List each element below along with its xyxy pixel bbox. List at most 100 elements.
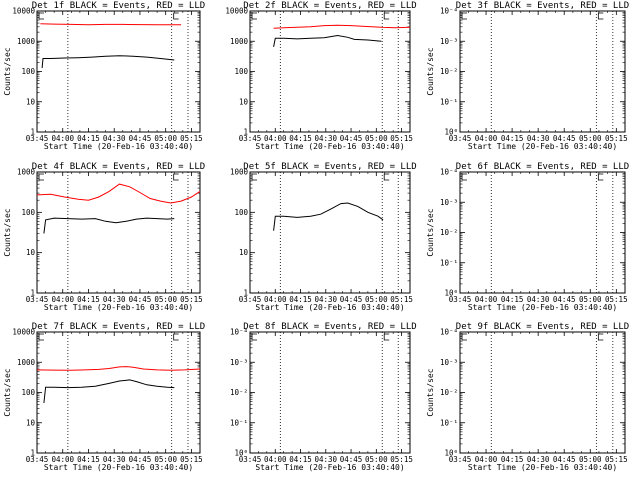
y-axis-label: Counts/sec	[426, 368, 435, 416]
x-tick-label: 04:00	[264, 134, 287, 143]
panel-3: Det 3f BLACK = Events, RED = LLD 10⁰ 10⁻¹ 1…	[426, 1, 629, 151]
x-tick-label: 05:15	[605, 295, 628, 304]
x-tick-label: 04:30	[315, 134, 338, 143]
x-tick-label: 05:15	[390, 134, 413, 143]
x-tick-label: 05:00	[154, 134, 177, 143]
y-tick-label: 10⁻²	[440, 228, 458, 237]
y-tick-label: 10000	[225, 7, 248, 16]
y-axis-label: Counts/sec	[426, 47, 435, 95]
interval-bracket	[173, 333, 179, 341]
y-tick-label: 10	[26, 418, 36, 427]
series-events-black	[41, 55, 175, 69]
x-tick-label: 03:45	[449, 295, 472, 304]
panel-6: Det 6f BLACK = Events, RED = LLD 10⁰ 10⁻¹ 1…	[426, 162, 629, 312]
panel-title: Det 7f BLACK = Events, RED = LLD	[32, 322, 205, 332]
y-tick-label: 10⁰	[444, 128, 458, 137]
x-tick-label: 05:15	[605, 134, 628, 143]
interval-bracket	[461, 12, 467, 20]
y-tick-label: 10	[26, 248, 36, 257]
plot-frame	[459, 171, 626, 294]
y-tick-label: 10⁻¹	[440, 418, 458, 427]
x-tick-label: 04:45	[553, 455, 576, 464]
x-axis-label: Start Time (20-Feb-16 03:40:40)	[468, 463, 617, 472]
y-tick-label: 10⁻²	[230, 388, 248, 397]
x-axis-label: Start Time (20-Feb-16 03:40:40)	[44, 303, 193, 312]
y-tick-label: 1000	[230, 168, 249, 177]
plot-frame	[36, 10, 201, 133]
y-tick-label: 100	[21, 388, 35, 397]
x-tick-label: 04:00	[475, 295, 498, 304]
x-tick-label: 03:45	[26, 295, 49, 304]
plot-frame	[36, 331, 201, 454]
y-tick-label: 10⁻³	[230, 358, 248, 367]
panel-title: Det 9f BLACK = Events, RED = LLD	[456, 322, 629, 332]
interval-bracket	[38, 12, 44, 20]
x-tick-label: 03:45	[239, 295, 262, 304]
x-tick-label: 04:45	[129, 455, 152, 464]
series-lld-red	[40, 23, 182, 26]
x-tick-label: 05:15	[390, 295, 413, 304]
x-tick-label: 04:15	[77, 295, 100, 304]
plot-frame	[459, 10, 626, 133]
panel-title: Det 6f BLACK = Events, RED = LLD	[456, 162, 629, 172]
panel-1: Det 1f BLACK = Events, RED = LLD 1 10 100 10…	[3, 1, 205, 151]
series-events-black	[273, 34, 382, 47]
y-tick-label: 10⁻⁴	[440, 7, 458, 16]
x-tick-label: 05:15	[390, 455, 413, 464]
y-tick-label: 10⁻¹	[230, 418, 248, 427]
y-axis-label: Counts/sec	[3, 208, 12, 256]
x-axis-label: Start Time (20-Feb-16 03:40:40)	[255, 142, 404, 151]
y-tick-label: 10⁰	[444, 289, 458, 298]
x-axis-label: Start Time (20-Feb-16 03:40:40)	[44, 463, 193, 472]
x-axis-label: Start Time (20-Feb-16 03:40:40)	[44, 142, 193, 151]
x-tick-label: 05:15	[180, 455, 203, 464]
y-tick-label: 10⁻¹	[440, 258, 458, 267]
x-tick-label: 05:15	[180, 295, 203, 304]
y-tick-label: 10	[26, 97, 36, 106]
x-tick-label: 05:00	[579, 134, 602, 143]
x-tick-label: 05:15	[180, 134, 203, 143]
panel-title: Det 1f BLACK = Events, RED = LLD	[32, 1, 205, 11]
x-tick-label: 05:00	[579, 455, 602, 464]
x-tick-label: 04:45	[340, 134, 363, 143]
interval-bracket	[383, 333, 390, 341]
y-tick-label: 10⁰	[444, 449, 458, 458]
x-tick-label: 04:00	[51, 295, 74, 304]
series-lld-red	[273, 24, 411, 29]
y-tick-label: 10⁻⁴	[440, 328, 458, 337]
y-tick-label: 10⁻²	[440, 388, 458, 397]
x-tick-label: 04:00	[51, 455, 74, 464]
x-tick-label: 05:00	[154, 295, 177, 304]
x-tick-label: 04:45	[553, 134, 576, 143]
x-tick-label: 04:30	[103, 295, 126, 304]
x-tick-label: 04:45	[553, 295, 576, 304]
y-tick-label: 100	[21, 67, 35, 76]
panel-title: Det 3f BLACK = Events, RED = LLD	[456, 1, 629, 11]
x-tick-label: 03:45	[449, 455, 472, 464]
x-tick-label: 04:15	[77, 455, 100, 464]
panel-4: Det 4f BLACK = Events, RED = LLD 1 10 100 10…	[3, 162, 205, 312]
panel-5: Det 5f BLACK = Events, RED = LLD 1 10 100 10…	[230, 162, 417, 312]
panel-title: Det 8f BLACK = Events, RED = LLD	[243, 322, 416, 332]
x-tick-label: 03:45	[239, 134, 262, 143]
panel-8: Det 8f BLACK = Events, RED = LLD 10⁰ 10⁻¹ 1…	[230, 322, 417, 472]
x-tick-label: 04:30	[527, 295, 550, 304]
interval-bracket	[383, 12, 390, 20]
x-axis-label: Start Time (20-Feb-16 03:40:40)	[468, 142, 617, 151]
x-tick-label: 04:30	[315, 295, 338, 304]
interval-bracket	[173, 12, 179, 20]
interval-bracket	[38, 173, 44, 181]
x-tick-label: 05:00	[154, 455, 177, 464]
y-axis-label: Counts/sec	[3, 368, 12, 416]
x-axis-label: Start Time (20-Feb-16 03:40:40)	[468, 303, 617, 312]
y-tick-label: 10⁻⁴	[440, 168, 458, 177]
interval-bracket	[597, 173, 604, 181]
y-tick-label: 1	[30, 128, 35, 137]
interval-bracket	[597, 333, 604, 341]
x-tick-label: 04:15	[289, 295, 312, 304]
interval-bracket	[461, 173, 467, 181]
x-tick-label: 04:15	[77, 134, 100, 143]
panel-9: Det 9f BLACK = Events, RED = LLD 10⁰ 10⁻¹ 1…	[426, 322, 629, 472]
x-tick-label: 04:45	[129, 295, 152, 304]
